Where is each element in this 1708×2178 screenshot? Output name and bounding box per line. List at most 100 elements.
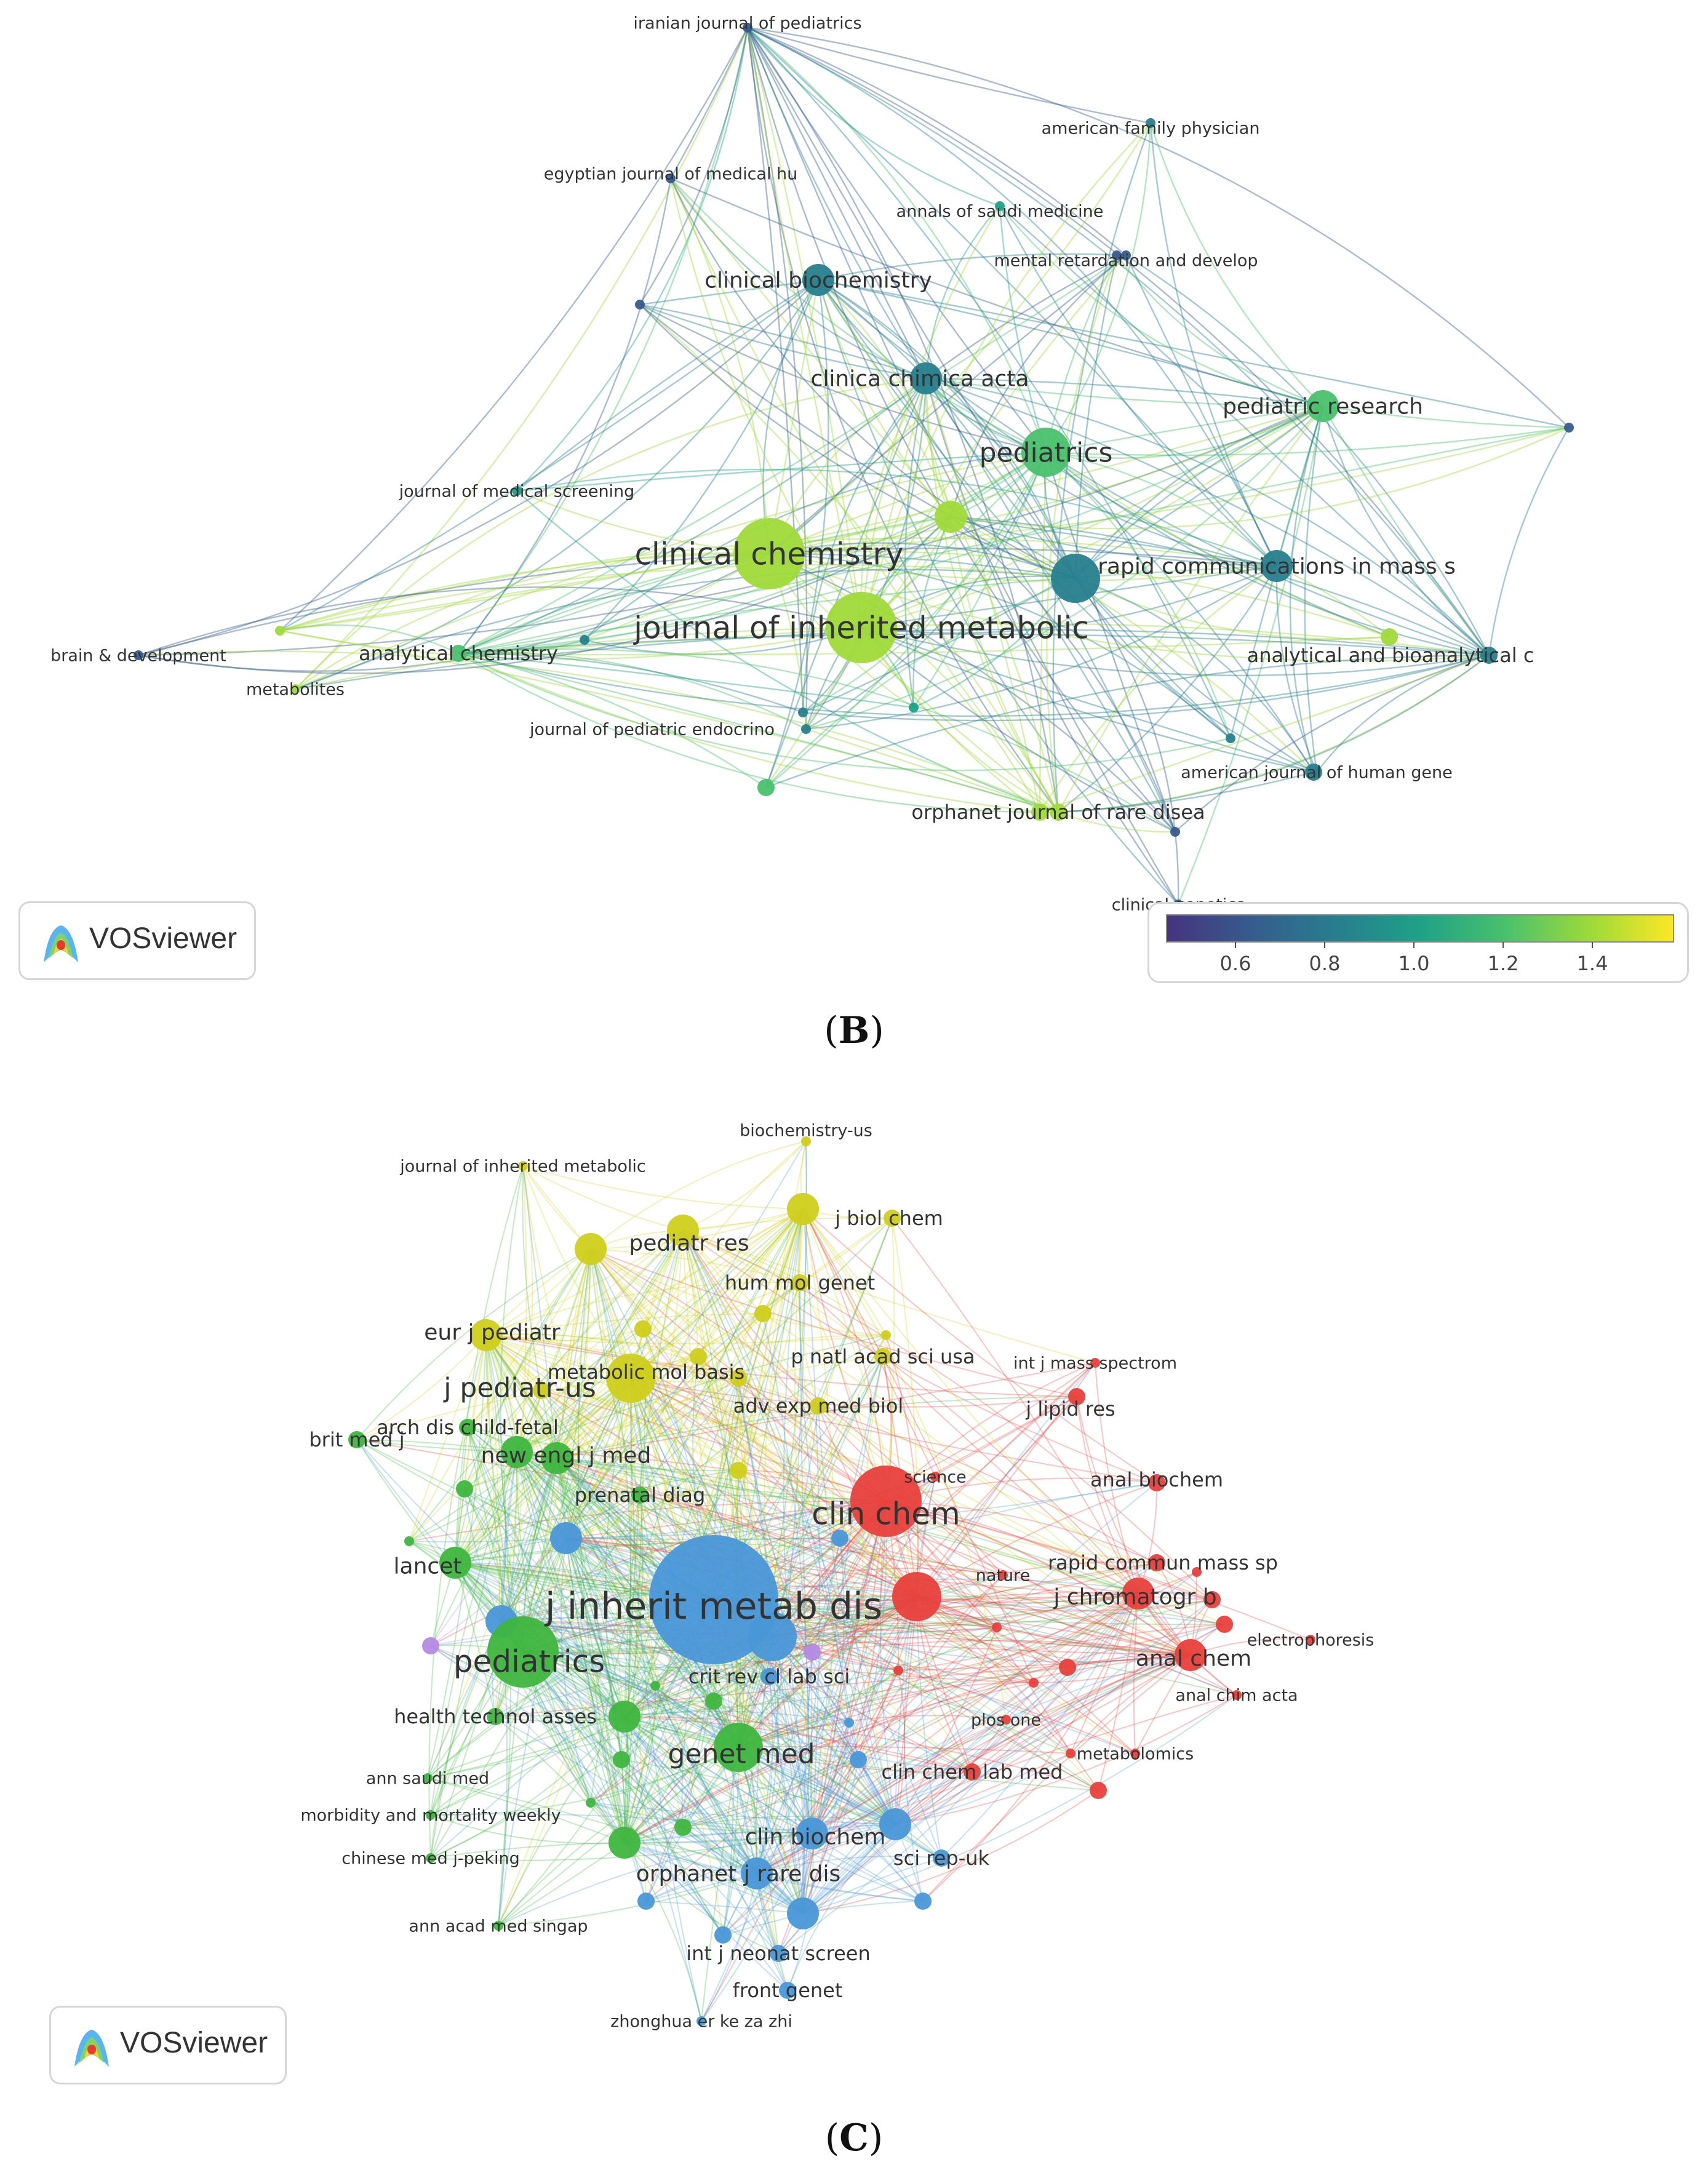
network-edge	[817, 279, 951, 517]
network-edge	[747, 26, 1490, 656]
network-edge	[756, 1356, 884, 1874]
label-genet-med: genet med	[668, 1738, 815, 1769]
network-edge	[768, 542, 1076, 580]
network-edge	[485, 1334, 739, 1748]
network-edge	[817, 279, 1179, 905]
network-edge	[1177, 405, 1324, 905]
network-edge	[356, 1439, 1191, 1656]
network-edge	[713, 1701, 813, 1834]
label-annals-of-saudi-medicine: annals of saudi medicine	[896, 202, 1104, 221]
network-edge	[556, 1230, 684, 1459]
network-edge	[1488, 427, 1570, 656]
network-edge	[295, 377, 927, 690]
network-labels: iranian journal of pediatrics american fa…	[50, 14, 1534, 914]
network-edge	[655, 1685, 804, 1914]
network-edge	[590, 1248, 887, 1336]
network-edge	[624, 1824, 896, 1843]
network-edge	[590, 1802, 896, 1825]
network-edge	[756, 1856, 942, 1874]
label-chinese-med-j-peking: chinese med j-peking	[341, 1849, 519, 1868]
network-edge	[522, 1282, 800, 1653]
network-node	[422, 1637, 439, 1654]
network-edge	[590, 1208, 804, 1803]
network-edge	[1304, 405, 1324, 773]
network-edge	[630, 1378, 887, 1502]
network-edge	[138, 547, 1277, 656]
network-edge	[768, 451, 1047, 555]
network-edge	[500, 1165, 524, 1653]
node-front-genet	[779, 1982, 796, 1999]
network-edge	[738, 1208, 804, 1471]
network-edge	[738, 1599, 1213, 1748]
network-edge	[1045, 452, 1232, 739]
network-edge	[768, 552, 1041, 813]
network-edge	[756, 1771, 973, 1874]
network-edge	[458, 626, 862, 655]
network-edge	[738, 1747, 973, 1773]
network-edge	[738, 1356, 884, 1748]
network-node	[637, 1893, 655, 1910]
node-american-journal-of-human-gene	[1312, 767, 1322, 777]
network-edge	[624, 1716, 973, 1773]
network-edge	[138, 586, 862, 656]
network-edge	[802, 1208, 1007, 1720]
network-edge	[485, 1334, 1191, 1656]
network-edge	[1045, 122, 1152, 453]
network-node	[909, 703, 919, 712]
network-edge	[458, 652, 914, 709]
network-edge	[430, 1621, 502, 1859]
network-edge	[516, 1230, 684, 1453]
network-edge	[624, 1710, 850, 1723]
network-edge	[772, 1636, 896, 1825]
network-edge	[682, 1230, 1213, 1600]
network-edge	[590, 1248, 699, 1357]
network-edge	[556, 1458, 840, 1539]
network-edge	[624, 1842, 724, 1936]
network-node	[456, 1480, 473, 1498]
label-orphanet-journal-of-rare-disea: orphanet journal of rare disea	[911, 800, 1205, 824]
network-edge	[498, 1824, 896, 1926]
network-edge	[458, 552, 770, 655]
label-sci-rep-uk: sci rep-uk	[893, 1846, 990, 1870]
network-edge	[590, 1248, 1213, 1600]
network-edge	[802, 1208, 917, 1597]
network-edge	[624, 1759, 859, 1843]
network-node	[705, 1693, 722, 1710]
network-edge	[1075, 578, 1231, 739]
network-edge	[1095, 1362, 1139, 1594]
network-edge	[949, 516, 1060, 813]
network-edge	[624, 1371, 647, 1843]
network-edge	[279, 564, 1076, 632]
network-edge	[738, 1208, 804, 1379]
label-clinica-chimica-acta: clinica chimica acta	[811, 367, 1029, 392]
network-edge	[522, 1651, 757, 1874]
network-edge	[624, 1716, 1099, 1791]
label-mental-retardation-and-develop: mental retardation and develop	[994, 251, 1258, 270]
network-edge	[565, 1141, 807, 1539]
network-edge	[1058, 771, 1314, 813]
network-edge	[556, 1458, 625, 1717]
network-edge	[517, 1390, 542, 1653]
network-edge	[516, 1451, 656, 1686]
network-edge	[916, 1596, 1191, 1656]
network-edge	[495, 1451, 518, 1717]
network-node	[798, 708, 808, 717]
network-edge	[916, 1396, 1077, 1597]
network-edge	[925, 205, 1000, 379]
network-edge	[584, 626, 862, 655]
network-edge	[768, 552, 1076, 580]
network-edge	[738, 1470, 896, 1825]
network-edge	[950, 516, 1277, 567]
network-node	[1564, 423, 1574, 433]
network-edge	[772, 1593, 1139, 1637]
network-edge	[522, 1651, 813, 1834]
network-edge	[458, 426, 1570, 655]
network-edge	[498, 1873, 757, 1926]
label-orphanet-j-rare-dis: orphanet j rare dis	[636, 1862, 841, 1887]
node-j-inherit-metab-dis	[649, 1535, 778, 1664]
network-edge	[996, 1593, 1139, 1628]
network-edge	[738, 1747, 779, 1954]
network-edge	[279, 516, 951, 632]
label-metabolic-mol-basis: metabolic mol basis	[548, 1360, 744, 1384]
network-node	[1203, 1591, 1221, 1608]
